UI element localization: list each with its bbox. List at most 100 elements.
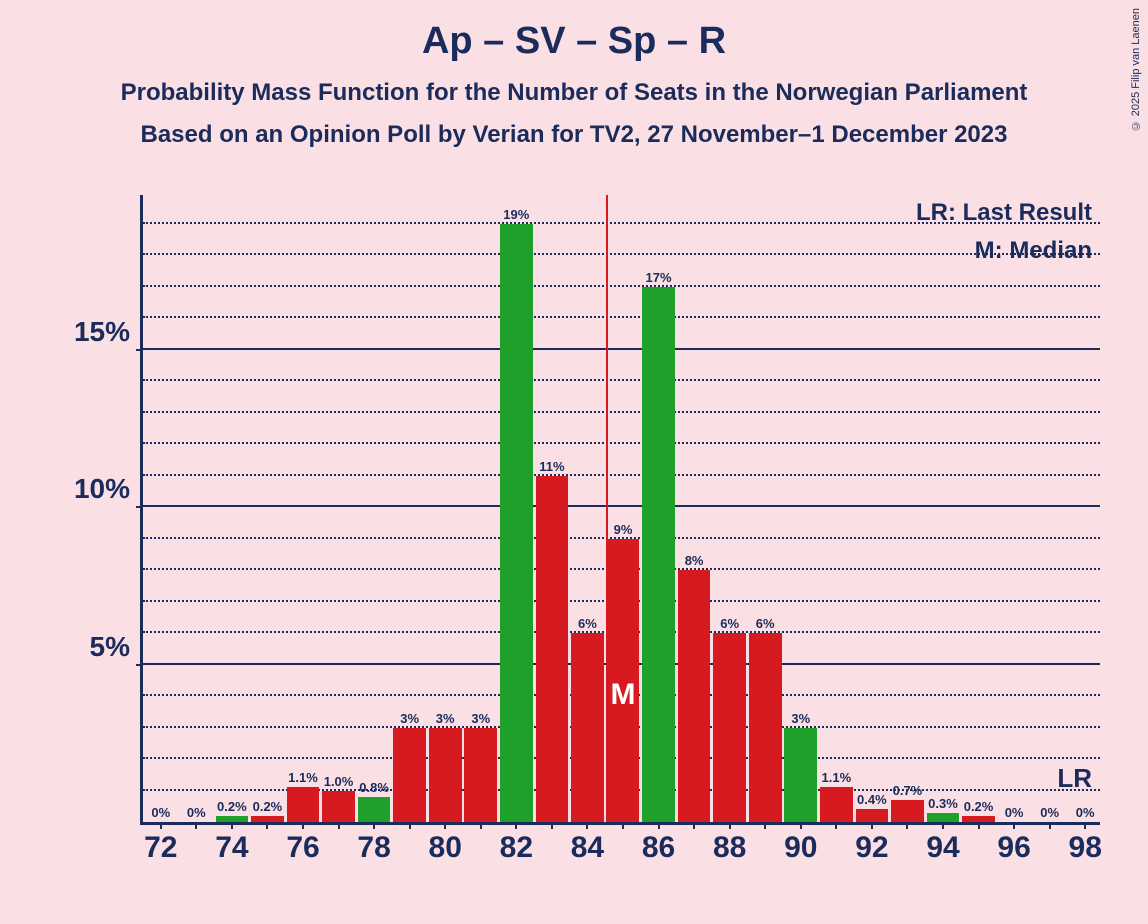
x-axis-label: 94 — [926, 831, 959, 865]
bar-value-label: 0% — [1005, 805, 1024, 820]
x-tick — [693, 822, 695, 829]
x-tick — [338, 822, 340, 829]
bar-value-label: 0.2% — [217, 799, 247, 814]
bar-value-label: 3% — [471, 711, 490, 726]
bar-value-label: 0.7% — [893, 783, 923, 798]
x-tick — [942, 822, 944, 829]
bar: 1.1% — [287, 787, 320, 822]
bar-value-label: 11% — [539, 459, 564, 474]
y-axis-label: 5% — [50, 631, 130, 663]
x-tick — [515, 822, 517, 829]
x-axis-label: 72 — [144, 831, 177, 865]
x-tick — [302, 822, 304, 829]
x-tick — [871, 822, 873, 829]
x-tick — [1049, 822, 1051, 829]
bar-value-label: 0% — [187, 805, 206, 820]
gridline-minor — [143, 285, 1100, 287]
x-axis-label: 90 — [784, 831, 817, 865]
gridline-minor — [143, 474, 1100, 476]
y-axis-label: 15% — [50, 316, 130, 348]
x-axis-label: 78 — [357, 831, 390, 865]
bar-value-label: 19% — [503, 207, 529, 222]
x-tick — [266, 822, 268, 829]
bar-value-label: 1.1% — [288, 770, 318, 785]
x-tick — [800, 822, 802, 829]
bar: 19% — [500, 224, 533, 823]
bar: 0.7% — [891, 800, 924, 822]
bar-value-label: 0.4% — [857, 792, 887, 807]
x-tick — [658, 822, 660, 829]
x-tick — [444, 822, 446, 829]
x-tick — [729, 822, 731, 829]
gridline-minor — [143, 379, 1100, 381]
bar-value-label: 0.8% — [359, 780, 389, 795]
x-tick — [978, 822, 980, 829]
x-axis-label: 82 — [500, 831, 533, 865]
bar-value-label: 0.2% — [964, 799, 994, 814]
bar-value-label: 0.2% — [253, 799, 283, 814]
x-axis-label: 76 — [286, 831, 319, 865]
legend-m: M: Median — [975, 237, 1092, 265]
bar-value-label: 6% — [578, 616, 597, 631]
x-tick — [1013, 822, 1015, 829]
bar-value-label: 3% — [436, 711, 455, 726]
gridline-minor — [143, 411, 1100, 413]
x-tick — [409, 822, 411, 829]
x-tick — [622, 822, 624, 829]
bar: 0.8% — [358, 797, 391, 822]
x-tick — [160, 822, 162, 829]
bar-value-label: 1.0% — [324, 774, 354, 789]
gridline-minor — [143, 253, 1100, 255]
x-axis-label: 88 — [713, 831, 746, 865]
bar-value-label: 3% — [400, 711, 419, 726]
plot-inner: LR: Last Result M: Median LR 5%10%15%0%0… — [140, 195, 1100, 825]
x-axis-label: 92 — [855, 831, 888, 865]
bar: 1.1% — [820, 787, 853, 822]
x-axis-label: 80 — [429, 831, 462, 865]
bar-value-label: 6% — [720, 616, 739, 631]
bar-value-label: 0.3% — [928, 796, 958, 811]
median-marker: M — [611, 678, 636, 712]
bar: 6% — [713, 633, 746, 822]
x-axis-label: 86 — [642, 831, 675, 865]
x-axis-label: 96 — [997, 831, 1030, 865]
x-tick — [373, 822, 375, 829]
bar: 0.4% — [856, 809, 889, 822]
bar-value-label: 6% — [756, 616, 775, 631]
bar-value-label: 17% — [646, 270, 672, 285]
y-tick — [136, 664, 143, 666]
bar-value-label: 0% — [1076, 805, 1095, 820]
chart-subtitle-2: Based on an Opinion Poll by Verian for T… — [0, 121, 1148, 149]
bar: 0.3% — [927, 813, 960, 822]
bar-value-label: 0% — [1040, 805, 1059, 820]
bar: 3% — [429, 728, 462, 823]
y-tick — [136, 506, 143, 508]
x-tick — [195, 822, 197, 829]
bar: 11% — [536, 476, 569, 823]
bar: 3% — [464, 728, 497, 823]
gridline-major — [143, 505, 1100, 507]
bar: 6% — [749, 633, 782, 822]
x-tick — [764, 822, 766, 829]
y-axis-label: 10% — [50, 473, 130, 505]
bar-value-label: 9% — [614, 522, 633, 537]
x-axis-label: 98 — [1069, 831, 1102, 865]
bar: 1.0% — [322, 791, 355, 823]
gridline-major — [143, 348, 1100, 350]
x-axis-label: 74 — [215, 831, 248, 865]
y-tick — [136, 349, 143, 351]
x-tick — [551, 822, 553, 829]
x-tick — [480, 822, 482, 829]
plot-area: LR: Last Result M: Median LR 5%10%15%0%0… — [60, 195, 1120, 895]
x-tick — [906, 822, 908, 829]
x-tick — [231, 822, 233, 829]
bar-value-label: 8% — [685, 553, 704, 568]
bar-value-label: 1.1% — [821, 770, 851, 785]
bar: 3% — [784, 728, 817, 823]
bar: 8% — [678, 570, 711, 822]
x-tick — [835, 822, 837, 829]
bar: 17% — [642, 287, 675, 823]
chart-title: Ap – SV – Sp – R — [0, 0, 1148, 63]
x-tick — [1084, 822, 1086, 829]
gridline-minor — [143, 316, 1100, 318]
